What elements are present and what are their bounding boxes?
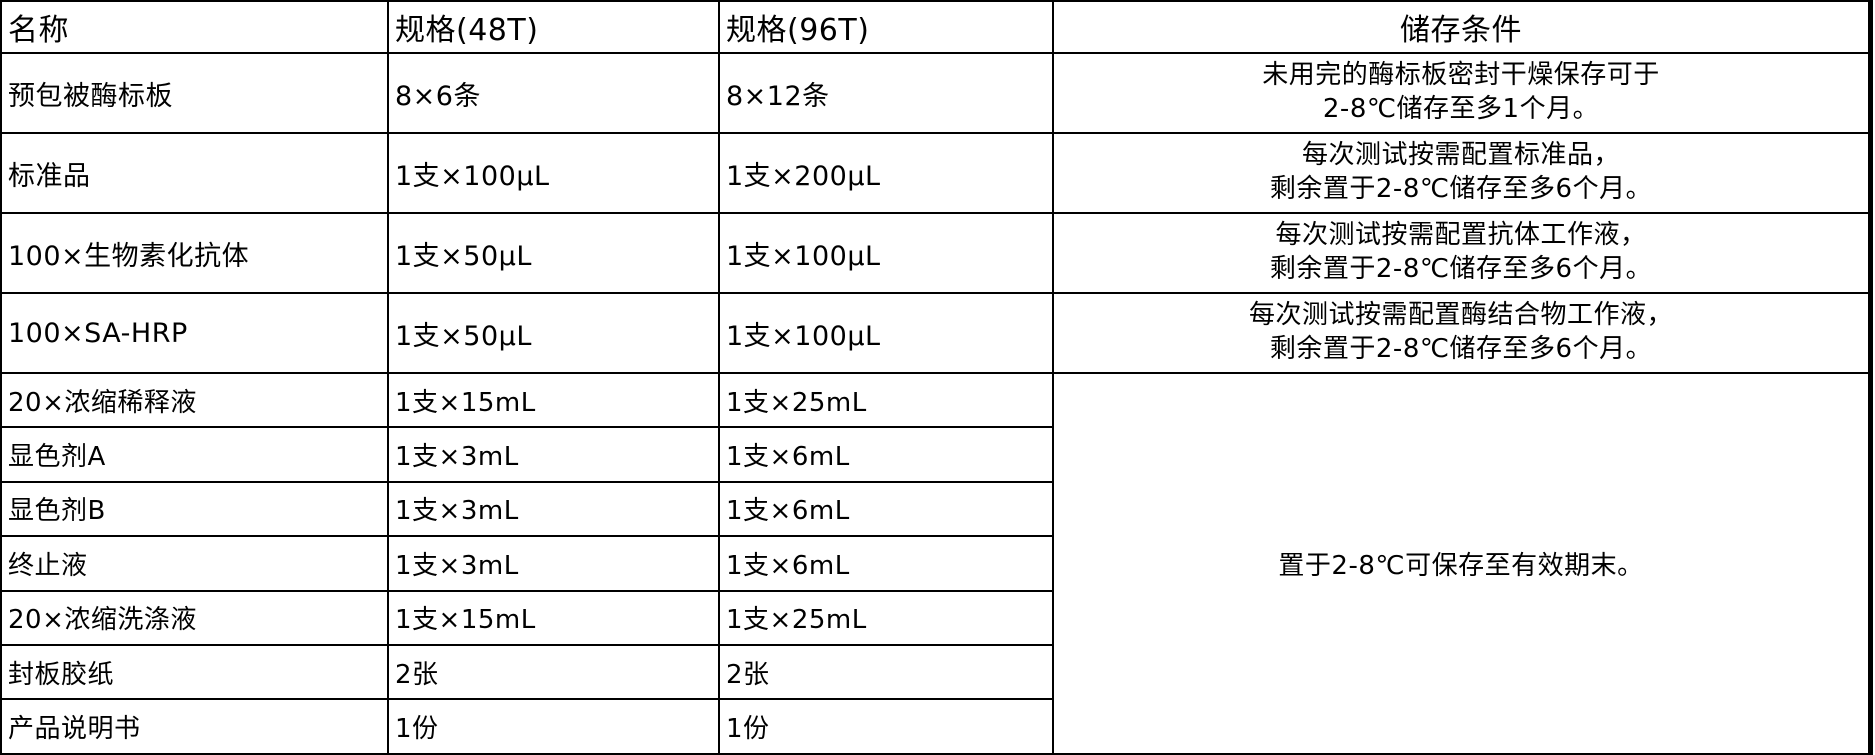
- cell-spec-48t: 1支×100μL: [387, 132, 720, 214]
- cell-spec-48t: 1支×50μL: [387, 212, 720, 294]
- cell-spec-48t: 1支×3mL: [387, 426, 720, 483]
- cell-name: 终止液: [0, 535, 389, 592]
- cell-spec-48t: 1支×15mL: [387, 589, 720, 646]
- storage-line: 剩余置于2-8℃储存至多6个月。: [1269, 174, 1653, 204]
- cell-spec-48t: 8×6条: [387, 52, 720, 134]
- cell-storage-merged: 置于2-8℃可保存至有效期末。: [1052, 372, 1870, 755]
- cell-spec-96t: 1支×200μL: [718, 132, 1054, 214]
- storage-line: 未用完的酶标板密封干燥保存可于: [1262, 60, 1660, 91]
- table-row: 产品说明书 1份 1份: [0, 698, 1869, 755]
- cell-name: 产品说明书: [0, 698, 389, 755]
- cell-name: 20×浓缩稀释液: [0, 371, 389, 429]
- column-header-storage-conditions: 储存条件: [1052, 0, 1870, 54]
- table-header-row: 名称 规格(48T) 规格(96T) 储存条件: [0, 0, 1870, 54]
- cell-spec-96t: 1支×6mL: [718, 426, 1054, 483]
- cell-spec-96t: 1支×100μL: [718, 212, 1054, 294]
- storage-line: 剩余置于2-8℃储存至多6个月。: [1269, 254, 1653, 284]
- table-row: 20×浓缩洗涤液 1支×15mL 1支×25mL: [0, 589, 1869, 646]
- cell-storage: 未用完的酶标板密封干燥保存可于 2-8℃储存至多1个月。: [1052, 52, 1870, 134]
- cell-spec-48t: 1支×15mL: [387, 371, 720, 429]
- table-row: 100×SA-HRP 1支×50μL 1支×100μL 每次测试按需配置酶结合物…: [0, 292, 1870, 374]
- cell-name: 标准品: [0, 132, 389, 214]
- cell-storage: 每次测试按需配置抗体工作液， 剩余置于2-8℃储存至多6个月。: [1052, 212, 1870, 294]
- storage-line: 每次测试按需配置标准品，: [1301, 140, 1620, 171]
- cell-spec-96t: 1支×25mL: [718, 371, 1054, 429]
- table-row: 20×浓缩稀释液 1支×15mL 1支×25mL 置于2-8℃可保存至有效期末。: [0, 371, 1870, 755]
- cell-name: 100×SA-HRP: [0, 292, 389, 374]
- table-row: 100×生物素化抗体 1支×50μL 1支×100μL 每次测试按需配置抗体工作…: [0, 212, 1870, 294]
- cell-name: 显色剂A: [0, 426, 389, 483]
- storage-line: 2-8℃储存至多1个月。: [1322, 94, 1600, 124]
- cell-spec-48t: 1份: [387, 698, 720, 755]
- table-row: 显色剂A 1支×3mL 1支×6mL: [0, 426, 1869, 483]
- column-header-spec-48t: 规格(48T): [387, 0, 720, 54]
- cell-storage: 每次测试按需配置标准品， 剩余置于2-8℃储存至多6个月。: [1052, 132, 1870, 214]
- cell-name: 封板胶纸: [0, 643, 389, 701]
- table-row: 封板胶纸 2张 2张: [0, 643, 1869, 701]
- column-header-spec-96t: 规格(96T): [718, 0, 1054, 54]
- cell-spec-96t: 1支×100μL: [718, 292, 1054, 374]
- table-row: 预包被酶标板 8×6条 8×12条 未用完的酶标板密封干燥保存可于 2-8℃储存…: [0, 52, 1870, 134]
- cell-spec-96t: 1支×25mL: [718, 589, 1054, 646]
- cell-name: 预包被酶标板: [0, 52, 389, 134]
- cell-spec-96t: 1支×6mL: [718, 480, 1054, 538]
- cell-spec-96t: 1支×6mL: [718, 535, 1054, 592]
- cell-name: 100×生物素化抗体: [0, 212, 389, 294]
- cell-name: 显色剂B: [0, 480, 389, 538]
- cell-storage: 每次测试按需配置酶结合物工作液， 剩余置于2-8℃储存至多6个月。: [1052, 292, 1870, 374]
- storage-line: 剩余置于2-8℃储存至多6个月。: [1269, 334, 1653, 364]
- column-header-name: 名称: [0, 0, 389, 54]
- cell-spec-48t: 1支×3mL: [387, 480, 720, 538]
- cell-spec-96t: 8×12条: [718, 52, 1054, 134]
- storage-line: 每次测试按需配置酶结合物工作液，: [1248, 300, 1673, 331]
- cell-name: 20×浓缩洗涤液: [0, 589, 389, 646]
- cell-spec-48t: 1支×50μL: [387, 292, 720, 374]
- cell-spec-96t: 2张: [718, 643, 1054, 701]
- table-row: 标准品 1支×100μL 1支×200μL 每次测试按需配置标准品， 剩余置于2…: [0, 132, 1870, 214]
- cell-spec-48t: 1支×3mL: [387, 535, 720, 592]
- table-row: 显色剂B 1支×3mL 1支×6mL: [0, 480, 1869, 538]
- cell-spec-96t: 1份: [718, 698, 1054, 755]
- cell-spec-48t: 2张: [387, 643, 720, 701]
- table-row: 终止液 1支×3mL 1支×6mL: [0, 535, 1869, 592]
- storage-line: 每次测试按需配置抗体工作液，: [1275, 220, 1647, 251]
